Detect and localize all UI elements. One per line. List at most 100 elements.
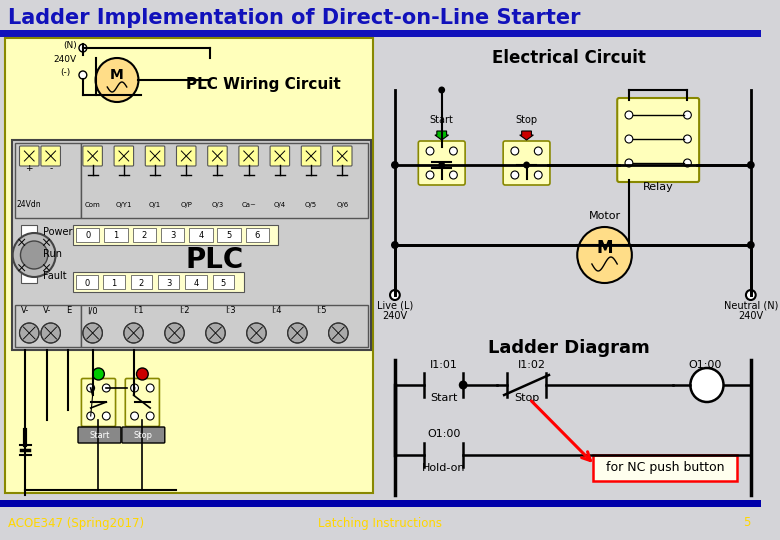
Text: I:3: I:3: [225, 306, 236, 315]
Text: 4: 4: [193, 279, 199, 287]
Text: I:4: I:4: [271, 306, 282, 315]
FancyBboxPatch shape: [20, 146, 39, 166]
Circle shape: [746, 290, 756, 300]
Text: O/Y1: O/Y1: [115, 202, 132, 208]
Text: I1:01: I1:01: [430, 360, 458, 370]
Text: 1: 1: [112, 279, 117, 287]
Text: 5: 5: [221, 279, 226, 287]
FancyBboxPatch shape: [239, 146, 258, 166]
Circle shape: [426, 147, 434, 155]
Text: V-: V-: [21, 306, 30, 315]
Text: Run: Run: [43, 249, 62, 259]
Bar: [161, 228, 184, 242]
FancyBboxPatch shape: [83, 146, 102, 166]
Text: PLC Wiring Circuit: PLC Wiring Circuit: [186, 78, 341, 92]
Circle shape: [102, 412, 110, 420]
Bar: [81, 305, 367, 347]
FancyBboxPatch shape: [176, 146, 196, 166]
Circle shape: [136, 368, 148, 380]
Circle shape: [511, 147, 519, 155]
Bar: [15, 305, 81, 347]
Circle shape: [438, 161, 445, 168]
Circle shape: [391, 241, 399, 249]
FancyArrow shape: [519, 131, 534, 140]
FancyBboxPatch shape: [617, 98, 699, 182]
Circle shape: [683, 135, 691, 143]
Circle shape: [93, 368, 105, 380]
Circle shape: [87, 412, 94, 420]
Circle shape: [79, 44, 87, 52]
Bar: [133, 228, 156, 242]
Circle shape: [390, 290, 400, 300]
Text: Fault: Fault: [43, 271, 66, 281]
Text: I:5: I:5: [317, 306, 327, 315]
Bar: [218, 228, 241, 242]
Bar: [73, 225, 278, 245]
Circle shape: [96, 58, 139, 102]
Bar: [0, 507, 760, 540]
Circle shape: [449, 147, 457, 155]
Text: M: M: [596, 239, 613, 257]
Text: Com: Com: [85, 202, 101, 208]
Bar: [190, 228, 213, 242]
Text: 2: 2: [142, 232, 147, 240]
Circle shape: [683, 111, 691, 119]
Text: 4: 4: [198, 232, 204, 240]
Text: Ladder Diagram: Ladder Diagram: [488, 339, 649, 357]
Circle shape: [87, 384, 94, 392]
Text: 2: 2: [139, 279, 144, 287]
Text: (-): (-): [61, 68, 71, 77]
Bar: [5, 38, 374, 493]
Bar: [15, 143, 81, 218]
Bar: [213, 275, 234, 289]
Text: Start: Start: [430, 393, 457, 403]
FancyBboxPatch shape: [122, 427, 165, 443]
Bar: [76, 275, 98, 289]
Circle shape: [20, 241, 48, 269]
FancyBboxPatch shape: [81, 379, 115, 427]
Text: Electrical Circuit: Electrical Circuit: [491, 49, 645, 67]
Text: Motor: Motor: [588, 211, 621, 221]
Text: 5: 5: [743, 516, 751, 530]
Circle shape: [426, 171, 434, 179]
Text: Neutral (N): Neutral (N): [724, 301, 778, 311]
Circle shape: [131, 384, 139, 392]
Circle shape: [147, 412, 154, 420]
FancyArrow shape: [435, 131, 448, 140]
Bar: [81, 143, 367, 218]
FancyBboxPatch shape: [270, 146, 289, 166]
Text: Ladder Implementation of Direct-on-Line Starter: Ladder Implementation of Direct-on-Line …: [8, 8, 580, 28]
Text: 0: 0: [85, 232, 90, 240]
Bar: [22, 269, 37, 283]
FancyBboxPatch shape: [145, 146, 165, 166]
Circle shape: [102, 384, 110, 392]
Text: 240V: 240V: [382, 311, 407, 321]
Text: +: +: [26, 164, 33, 173]
Circle shape: [12, 233, 55, 277]
Text: O/6: O/6: [336, 202, 349, 208]
Circle shape: [523, 161, 530, 168]
Bar: [22, 225, 37, 239]
Text: I1:02: I1:02: [517, 360, 545, 370]
Bar: [76, 228, 100, 242]
Text: 0: 0: [84, 279, 90, 287]
Bar: [73, 272, 244, 292]
Text: Stop: Stop: [134, 431, 153, 441]
FancyBboxPatch shape: [301, 146, 321, 166]
Circle shape: [534, 147, 542, 155]
FancyBboxPatch shape: [418, 141, 465, 185]
Text: Relay: Relay: [643, 182, 674, 192]
Text: Latching Instructions: Latching Instructions: [318, 516, 442, 530]
Text: Hold-on: Hold-on: [422, 463, 466, 473]
Bar: [12, 140, 370, 350]
Circle shape: [147, 384, 154, 392]
FancyBboxPatch shape: [114, 146, 133, 166]
Circle shape: [690, 368, 724, 402]
Circle shape: [246, 323, 266, 343]
Circle shape: [288, 323, 307, 343]
Bar: [593, 455, 737, 481]
Text: O/3: O/3: [211, 202, 224, 208]
Circle shape: [131, 412, 139, 420]
Text: 240V: 240V: [738, 311, 764, 321]
Text: M: M: [110, 68, 124, 82]
